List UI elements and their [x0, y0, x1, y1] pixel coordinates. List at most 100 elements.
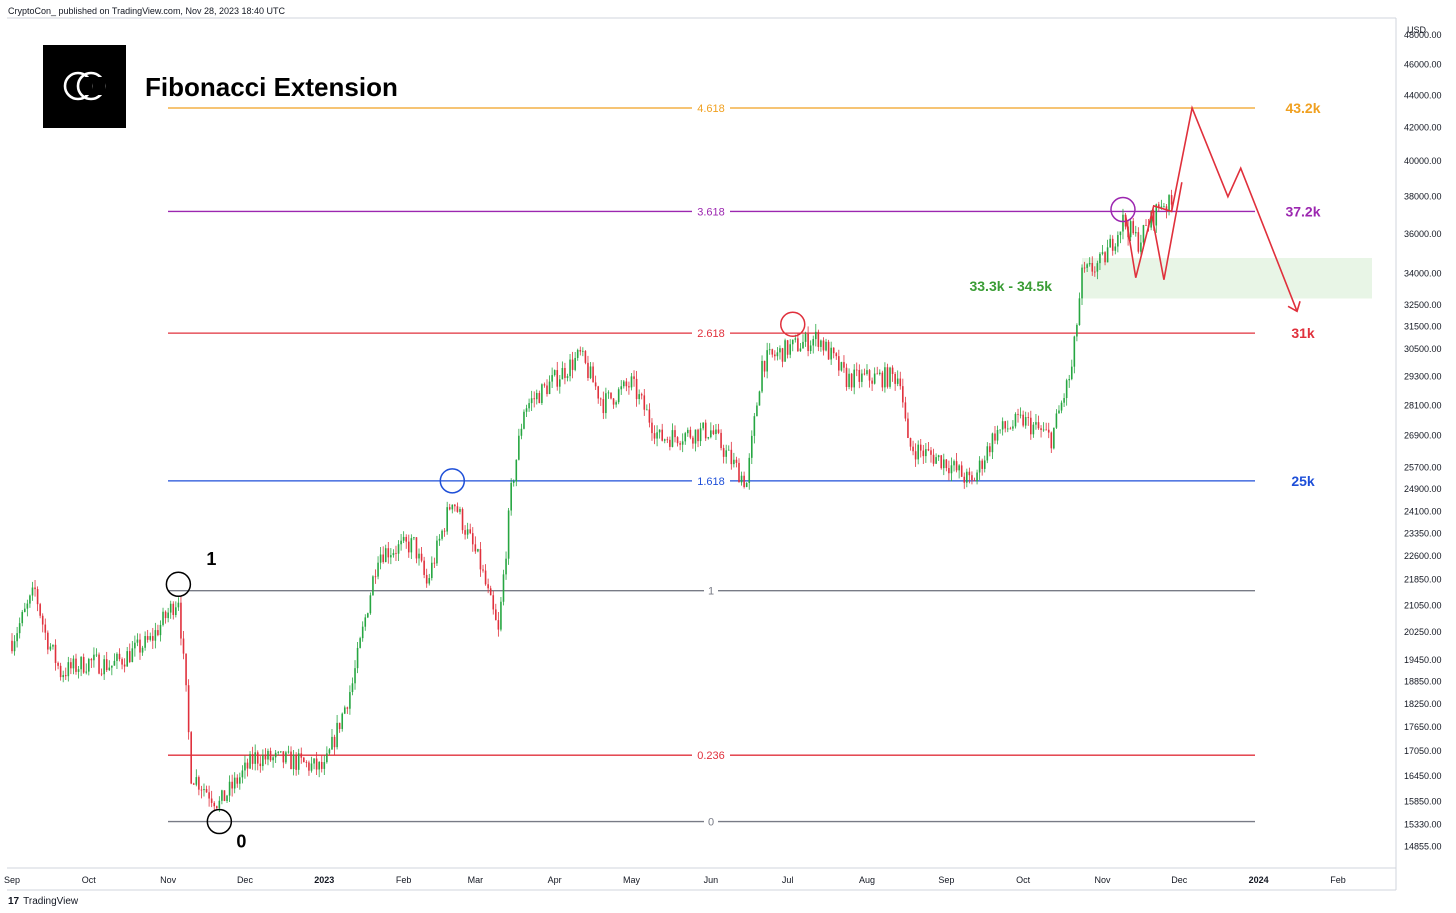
time-tick-label: Apr [548, 875, 562, 885]
candle-body [13, 641, 16, 652]
candle-body [610, 392, 612, 399]
candle-body [269, 750, 272, 761]
highlight-circle [206, 808, 233, 835]
candle-body [1101, 252, 1104, 254]
candle-body [210, 798, 213, 803]
candle-body [1063, 398, 1065, 403]
candle-body [912, 446, 914, 452]
candle-body [300, 753, 303, 758]
candle-body [717, 429, 720, 433]
candle-body [535, 392, 538, 400]
candle-body [1024, 417, 1027, 426]
candle-body [18, 623, 21, 634]
price-tick-label: 14855.00 [1404, 841, 1442, 851]
currency-label: USD [1407, 25, 1427, 35]
candle-body [968, 471, 971, 476]
candle-body [594, 382, 597, 387]
candle-body [958, 465, 960, 471]
candle-body [72, 658, 75, 669]
zone-label: 33.3k - 34.5k [969, 278, 1052, 294]
candle-body [1094, 271, 1096, 273]
candle-body [1091, 263, 1094, 272]
candle-body [1012, 426, 1014, 429]
tradingview-footer[interactable]: 17 TradingView [8, 896, 78, 907]
candle-body [684, 433, 687, 442]
candle-body [963, 476, 966, 483]
candle-body [848, 373, 850, 388]
candle-body [482, 569, 484, 571]
candle-body [587, 362, 589, 379]
price-tick-label: 22600.00 [1404, 551, 1442, 561]
candle-body [771, 349, 774, 355]
candle-body [195, 777, 198, 785]
price-tick-label: 20250.00 [1404, 627, 1442, 637]
candle-body [23, 608, 26, 612]
candle-body [44, 624, 47, 633]
candle-body [623, 381, 625, 387]
candle-body [118, 653, 121, 660]
candle-body [1042, 429, 1045, 431]
candle-body [940, 455, 943, 469]
candle-body [917, 444, 919, 460]
time-tick-label: Feb [396, 875, 412, 885]
candle-body [750, 435, 753, 458]
candle-body [827, 341, 830, 360]
candle-body [758, 391, 761, 406]
candle-body [221, 790, 223, 801]
price-tick-label: 21850.00 [1404, 575, 1442, 585]
candle-body [431, 562, 433, 579]
candle-body [256, 752, 259, 764]
candle-body [991, 433, 994, 453]
candle-body [1117, 235, 1119, 247]
candle-body [950, 465, 953, 474]
candle-body [1055, 413, 1058, 428]
candle-body [489, 588, 492, 596]
fib-level-label: 1 [708, 586, 714, 598]
candle-body [855, 369, 858, 371]
candle-body [308, 762, 310, 771]
candle-body [712, 430, 715, 435]
candle-body [930, 450, 932, 455]
candle-body [484, 570, 487, 585]
candle-body [223, 790, 226, 802]
candle-body [582, 350, 584, 352]
candle-body [1078, 298, 1081, 325]
candle-body [986, 446, 989, 461]
candle-body [909, 438, 912, 447]
candle-body [663, 439, 666, 441]
candle-body [236, 777, 239, 784]
candle-body [561, 367, 564, 380]
candle-body [461, 509, 464, 531]
candle-body [697, 429, 699, 442]
candle-body [863, 373, 866, 375]
price-tick-label: 18250.00 [1404, 699, 1442, 709]
candle-body [625, 381, 628, 387]
candle-body [303, 757, 305, 763]
candle-body [948, 468, 950, 474]
candle-body [1155, 204, 1158, 226]
candle-body [960, 465, 963, 477]
candle-body [39, 604, 41, 616]
candle-body [809, 345, 812, 352]
candle-body [1165, 206, 1168, 211]
time-tick-label: 2024 [1249, 875, 1269, 885]
candle-body [1040, 428, 1042, 430]
candle-body [1001, 421, 1004, 430]
price-tick-label: 34000.00 [1404, 269, 1442, 279]
candle-body [356, 647, 359, 669]
candle-body [456, 506, 459, 512]
candle-body [707, 437, 710, 439]
candle-body [646, 409, 648, 411]
candle-body [942, 459, 945, 469]
candle-body [720, 432, 722, 449]
fib-label-bg [692, 327, 730, 340]
candle-body [1158, 204, 1160, 208]
candle-body [873, 373, 876, 384]
tradingview-brand: TradingView [23, 896, 79, 907]
candle-body [1065, 380, 1068, 399]
candle-body [459, 509, 461, 512]
projection-path-secondary [1150, 182, 1183, 280]
point-0-label: 0 [236, 832, 246, 852]
candle-body [669, 439, 671, 447]
